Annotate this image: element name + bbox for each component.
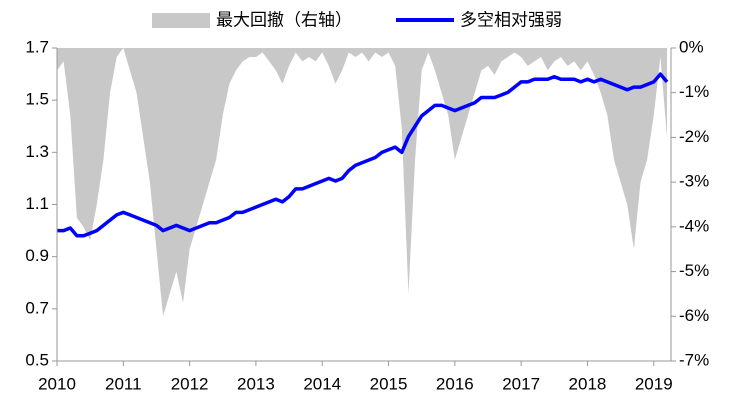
y-tick-label: 0.7 [25, 298, 49, 317]
y2-tick-label: -6% [679, 306, 709, 325]
y-tick-label: 1.5 [25, 90, 49, 109]
x-tick-label: 2013 [237, 374, 275, 393]
y2-tick-label: -7% [679, 350, 709, 369]
y2-tick-label: 0% [679, 37, 704, 56]
strength-line [57, 72, 669, 238]
y2-tick-label: -5% [679, 261, 709, 280]
y2-tick-label: -1% [679, 82, 709, 101]
legend-label: 多空相对强弱 [460, 10, 562, 29]
y-tick-label: 1.7 [25, 37, 49, 56]
y2-tick-label: -2% [679, 127, 709, 146]
x-tick-label: 2018 [569, 374, 607, 393]
drawdown-area [57, 48, 668, 317]
x-tick-label: 2010 [38, 374, 76, 393]
x-tick-label: 2011 [105, 374, 142, 393]
x-tick-label: 2015 [370, 374, 408, 393]
y-tick-label: 0.5 [25, 350, 49, 369]
x-tick-label: 2019 [635, 374, 673, 393]
x-tick-label: 2017 [502, 374, 540, 393]
legend-swatch [152, 13, 210, 28]
x-tick-label: 2014 [303, 374, 341, 393]
y2-tick-label: -4% [679, 216, 709, 235]
x-tick-label: 2016 [436, 374, 474, 393]
x-tick-label: 2012 [171, 374, 209, 393]
y-tick-label: 1.3 [25, 142, 49, 161]
legend-label: 最大回撤（右轴） [216, 10, 352, 29]
y-tick-label: 0.9 [25, 246, 49, 265]
y-tick-label: 1.1 [25, 194, 49, 213]
y2-tick-label: -3% [679, 172, 709, 191]
